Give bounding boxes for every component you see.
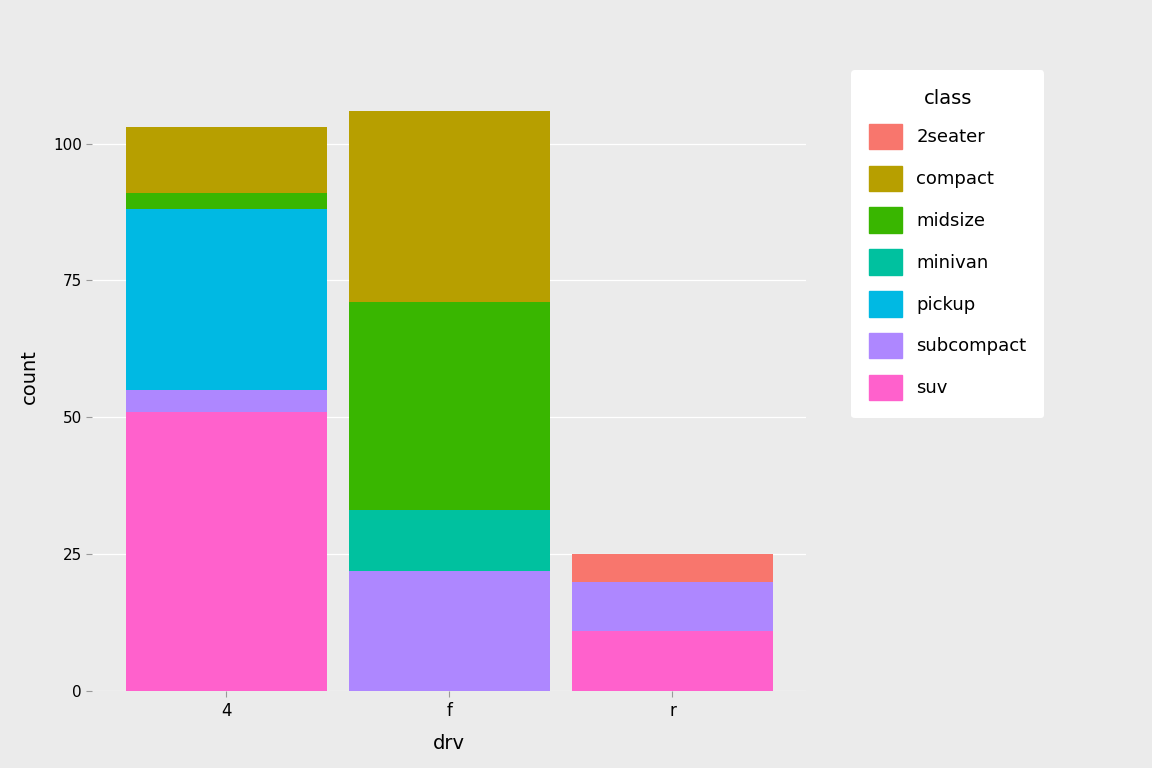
Bar: [126, 412, 326, 691]
Bar: [349, 511, 550, 571]
Bar: [349, 571, 550, 691]
Bar: [573, 581, 773, 631]
Bar: [349, 111, 550, 303]
Bar: [126, 193, 326, 210]
Bar: [126, 210, 326, 390]
X-axis label: drv: drv: [433, 733, 465, 753]
Bar: [573, 554, 773, 581]
Y-axis label: count: count: [20, 349, 39, 404]
Legend: 2seater, compact, midsize, minivan, pickup, subcompact, suv: 2seater, compact, midsize, minivan, pick…: [851, 71, 1045, 418]
Bar: [126, 127, 326, 193]
Bar: [349, 303, 550, 511]
Bar: [126, 390, 326, 412]
Bar: [573, 631, 773, 691]
